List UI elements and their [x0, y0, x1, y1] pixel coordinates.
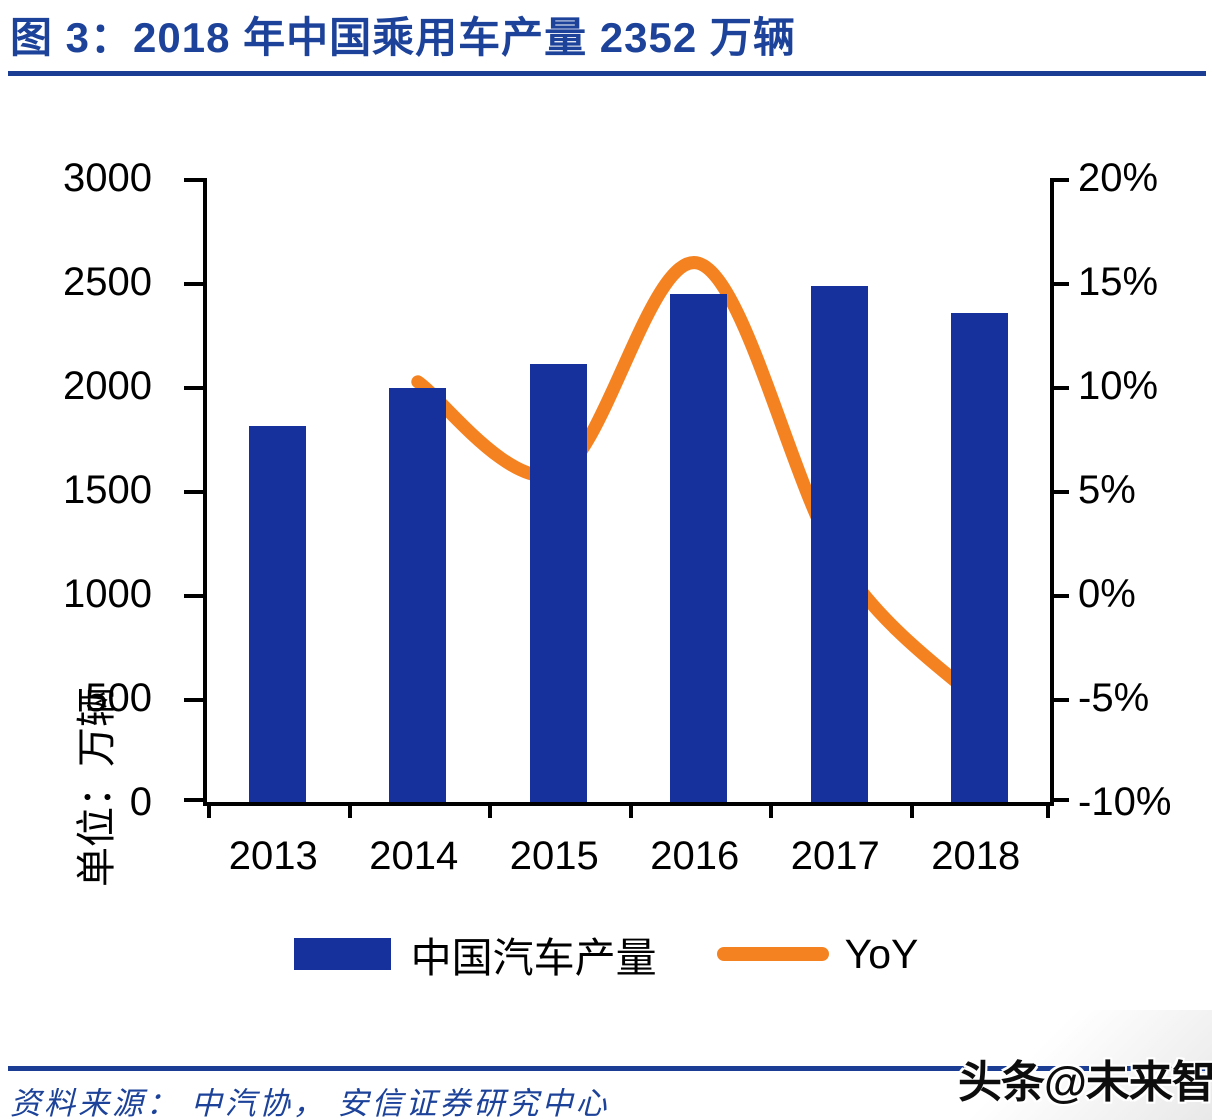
yoy-line — [411, 256, 987, 709]
bottom-axis-tick — [1046, 802, 1050, 818]
right-tick-label: 20% — [1078, 156, 1159, 200]
left-tick-label: 500 — [85, 676, 152, 720]
left-axis-tick — [184, 386, 203, 390]
right-tick-label: 5% — [1078, 468, 1136, 512]
bottom-axis-tick — [769, 802, 773, 818]
right-tick-label: 0% — [1078, 572, 1136, 616]
right-axis-tick — [1050, 282, 1069, 286]
right-tick-label: 15% — [1078, 260, 1159, 304]
x-tick-label: 2018 — [931, 834, 1021, 878]
x-tick-label: 2016 — [650, 834, 740, 878]
legend: 中国汽车产量 YoY — [0, 924, 1212, 984]
right-tick-label: -10% — [1078, 780, 1172, 824]
legend-bar-label: 中国汽车产量 — [410, 935, 657, 981]
left-tick-label: 2500 — [63, 260, 152, 304]
right-axis-tick — [1050, 594, 1069, 598]
right-axis-tick — [1050, 798, 1069, 802]
right-tick-label: 10% — [1078, 364, 1159, 408]
plot-area — [184, 178, 1069, 818]
bottom-axis-tick — [909, 802, 914, 818]
legend-bar-swatch — [293, 938, 391, 970]
left-axis-tick — [184, 490, 203, 494]
bar-2015 — [529, 363, 587, 802]
bar-2016 — [670, 294, 728, 802]
x-tick-label: 2014 — [369, 834, 459, 878]
x-tick-label: 2013 — [228, 834, 318, 878]
legend-line-label: YoY — [844, 930, 919, 977]
x-tick-label: 2015 — [509, 834, 599, 878]
left-axis-tick — [184, 798, 203, 802]
watermark: 头条@未来智库 — [958, 1058, 1212, 1107]
bottom-axis-tick — [347, 802, 352, 818]
bar-2014 — [389, 387, 447, 802]
bottom-axis-tick — [207, 802, 211, 818]
footer-rule — [8, 1066, 1210, 1071]
left-tick-label: 2000 — [63, 364, 152, 408]
left-tick-label: 1000 — [63, 572, 152, 616]
source-note: 资料来源： 中汽协， 安信证券研究中心 — [10, 1086, 610, 1120]
corner-shading — [912, 1010, 1212, 1120]
left-tick-label: 0 — [129, 780, 152, 824]
left-axis-tick — [184, 594, 203, 598]
legend-line-swatch — [716, 947, 829, 961]
x-tick-label: 2017 — [790, 834, 880, 878]
bar-2017 — [810, 286, 868, 802]
right-axis-tick — [1050, 178, 1069, 182]
title-rule — [8, 71, 1206, 76]
right-axis-tick — [1050, 386, 1069, 390]
left-axis-tick — [184, 698, 203, 702]
bar-2018 — [951, 312, 1009, 802]
left-tick-label: 3000 — [63, 156, 152, 200]
right-axis-tick — [1050, 490, 1069, 494]
bottom-axis-tick — [488, 802, 492, 818]
bar-2013 — [248, 425, 306, 802]
left-axis-tick — [184, 282, 203, 286]
figure-title: 图 3：2018 年中国乘用车产量 2352 万辆 — [10, 14, 796, 61]
left-tick-label: 1500 — [63, 468, 152, 512]
right-axis-tick — [1050, 698, 1069, 702]
bottom-axis-tick — [628, 802, 633, 818]
yoy-line-path — [411, 256, 987, 709]
right-tick-label: -5% — [1078, 676, 1150, 720]
left-axis-tick — [184, 178, 203, 182]
